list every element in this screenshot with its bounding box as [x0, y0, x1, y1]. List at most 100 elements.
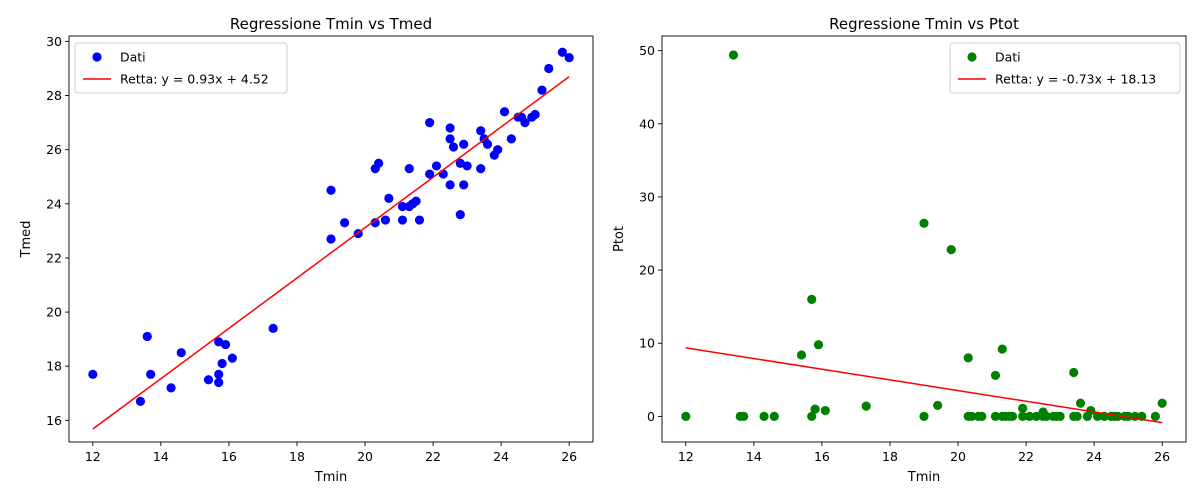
- legend-box: [949, 42, 1181, 94]
- x-tick-label: 16: [814, 449, 830, 464]
- x-tick-label: 26: [1154, 449, 1170, 464]
- legend-marker-swatch: [967, 52, 977, 62]
- data-point: [214, 377, 224, 388]
- data-point: [520, 118, 530, 128]
- data-point: [370, 218, 380, 228]
- data-point: [340, 218, 350, 228]
- data-point: [1031, 411, 1041, 421]
- data-point: [807, 294, 817, 304]
- data-point: [88, 369, 98, 379]
- data-point: [807, 411, 817, 421]
- data-point: [493, 145, 503, 155]
- data-point: [438, 169, 448, 179]
- x-tick-label: 22: [1018, 449, 1034, 464]
- data-point: [455, 210, 465, 220]
- y-tick-label: 16: [46, 413, 62, 428]
- data-point: [414, 215, 425, 225]
- data-point: [380, 215, 391, 225]
- data-point: [919, 218, 929, 228]
- data-point: [1072, 411, 1082, 421]
- data-point: [990, 411, 1001, 421]
- legend-label: Retta: y = -0.73x + 18.13: [995, 72, 1156, 87]
- y-tick-label: 22: [46, 250, 62, 265]
- regression-line: [685, 347, 1163, 424]
- regression-line: [92, 75, 570, 430]
- x-axis-label: Tmin: [907, 470, 940, 485]
- axes-frame: [661, 35, 1187, 443]
- data-point: [482, 139, 493, 149]
- data-point: [990, 370, 1001, 381]
- data-point: [1018, 411, 1028, 421]
- x-tick-label: 14: [746, 449, 762, 464]
- legend: Dati Retta: y = 0.93x + 4.52: [74, 42, 288, 94]
- data-point: [1075, 398, 1086, 408]
- data-point: [459, 139, 469, 149]
- plot-area: [88, 47, 574, 430]
- y-tick-label: 26: [46, 142, 62, 157]
- legend-label: Dati: [995, 50, 1021, 65]
- data-point: [268, 323, 278, 333]
- data-point: [374, 158, 384, 168]
- data-point: [1150, 411, 1160, 421]
- data-point: [739, 411, 749, 421]
- chart-title: Regressione Tmin vs Ptot: [829, 15, 1019, 33]
- x-axis-label: Tmin: [314, 470, 347, 485]
- data-point: [384, 193, 394, 203]
- data-point: [203, 375, 214, 385]
- data-point: [425, 169, 435, 179]
- data-point: [557, 47, 567, 57]
- data-point: [397, 215, 408, 225]
- legend: Dati Retta: y = -0.73x + 18.13: [949, 42, 1181, 94]
- data-point: [933, 400, 943, 411]
- data-point: [214, 369, 224, 379]
- data-point: [537, 85, 547, 95]
- data-point: [769, 411, 779, 421]
- y-tick-label: 0: [647, 409, 655, 424]
- data-point: [564, 53, 574, 63]
- y-tick-label: 28: [46, 88, 62, 103]
- y-tick-label: 24: [46, 196, 62, 211]
- data-point: [813, 340, 824, 350]
- data-point: [681, 411, 691, 421]
- x-tick-label: 16: [221, 449, 237, 464]
- plot-area: [681, 50, 1167, 424]
- data-point: [217, 358, 227, 369]
- y-tick-label: 40: [639, 116, 655, 131]
- x-tick-label: 24: [1086, 449, 1102, 464]
- data-point: [728, 50, 739, 60]
- data-point: [1041, 411, 1052, 421]
- x-tick-label: 20: [357, 449, 373, 464]
- data-point: [227, 353, 237, 363]
- data-point: [1007, 411, 1018, 421]
- data-point: [431, 161, 442, 171]
- data-point: [146, 369, 156, 379]
- data-point: [997, 344, 1007, 354]
- data-point: [445, 180, 455, 190]
- data-point: [861, 401, 871, 411]
- data-point: [445, 123, 455, 133]
- y-tick-label: 30: [46, 34, 62, 49]
- data-point: [810, 404, 820, 414]
- data-point: [142, 331, 152, 342]
- data-point: [476, 164, 486, 174]
- data-point: [411, 196, 421, 206]
- data-point: [176, 348, 186, 358]
- data-point: [476, 126, 486, 136]
- data-point: [796, 350, 807, 360]
- data-point: [977, 411, 987, 421]
- data-point: [220, 339, 231, 350]
- data-point: [1024, 411, 1035, 421]
- legend-label: Retta: y = 0.93x + 4.52: [120, 72, 269, 87]
- data-point: [1086, 405, 1096, 416]
- legend-label: Dati: [120, 50, 146, 65]
- data-point: [448, 142, 459, 152]
- data-point: [544, 63, 554, 74]
- axes-frame: [68, 35, 594, 443]
- data-point: [166, 383, 176, 393]
- y-axis-label: Tmed: [19, 221, 34, 259]
- y-tick-label: 10: [639, 336, 655, 351]
- y-tick-label: 18: [46, 359, 62, 374]
- data-point: [135, 396, 146, 406]
